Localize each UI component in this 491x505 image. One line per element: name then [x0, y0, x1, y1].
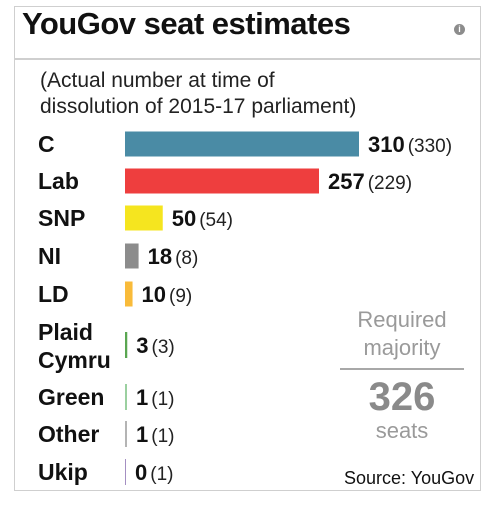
chart-card	[14, 6, 481, 491]
majority-divider	[340, 368, 464, 370]
majority-label-line-1: Required	[357, 307, 447, 332]
value-label-ld: 10 (9)	[142, 282, 193, 307]
bar-ukip	[125, 459, 126, 485]
bar-green	[125, 384, 127, 410]
bar-ld	[125, 281, 133, 307]
value-label-snp: 50 (54)	[172, 206, 233, 231]
info-icon[interactable]: i	[454, 24, 465, 35]
value-label-green: 1 (1)	[136, 385, 174, 410]
value-label-other: 1 (1)	[136, 422, 174, 447]
value-label-plaid-cymru: 3 (3)	[136, 333, 174, 358]
category-label-ukip: Ukip	[38, 459, 88, 485]
title-divider	[14, 58, 481, 60]
category-label-green: Green	[38, 384, 104, 410]
category-label-plaid-cymru: Plaid Cymru	[38, 319, 111, 373]
value-label-c: 310 (330)	[368, 132, 452, 157]
value-label-lab: 257 (229)	[328, 169, 412, 194]
category-label-ni: NI	[38, 243, 61, 269]
value-label-ni: 18 (8)	[148, 244, 199, 269]
majority-value: 326	[368, 375, 436, 419]
category-label-snp: SNP	[38, 205, 85, 231]
majority-unit: seats	[375, 418, 429, 443]
source-note: Source: YouGov	[344, 468, 475, 488]
majority-label-line-2: majority	[363, 335, 441, 360]
category-label-c: C	[38, 131, 55, 157]
bar-lab	[125, 168, 319, 194]
bar-other	[125, 421, 127, 447]
bar-snp	[125, 205, 163, 231]
subtitle-line-1: (Actual number at time of	[40, 69, 275, 92]
bar-c	[125, 131, 359, 157]
chart-subtitle: (Actual number at time of dissolution of…	[40, 68, 356, 120]
category-label-ld: LD	[38, 281, 69, 307]
bar-ni	[125, 243, 139, 269]
category-label-lab: Lab	[38, 168, 79, 194]
value-label-ukip: 0 (1)	[135, 460, 173, 485]
category-label-other: Other	[38, 421, 99, 447]
subtitle-line-2: dissolution of 2015-17 parliament)	[40, 95, 357, 118]
bar-plaid-cymru	[125, 332, 128, 358]
chart-title: YouGov seat estimates	[22, 6, 351, 41]
